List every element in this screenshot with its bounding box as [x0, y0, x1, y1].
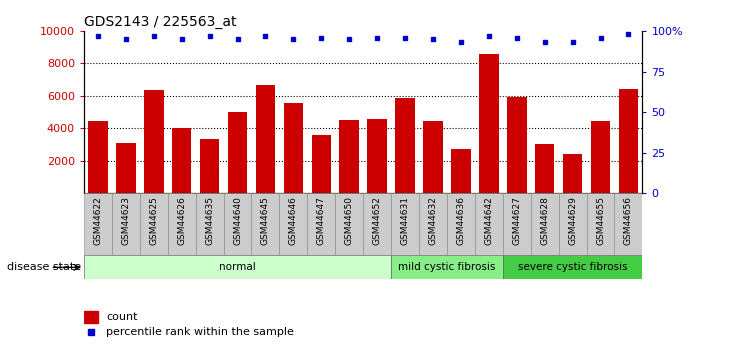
Bar: [251, 193, 280, 255]
Text: GSM44625: GSM44625: [149, 196, 158, 245]
Text: GSM44652: GSM44652: [372, 196, 382, 245]
Text: GSM44645: GSM44645: [261, 196, 270, 245]
Bar: [367, 119, 387, 193]
Bar: [144, 90, 164, 193]
Text: percentile rank within the sample: percentile rank within the sample: [107, 327, 294, 337]
Text: GSM44655: GSM44655: [596, 196, 605, 245]
Text: normal: normal: [219, 263, 256, 272]
Bar: [112, 193, 140, 255]
Bar: [339, 120, 359, 193]
Bar: [307, 193, 335, 255]
Text: GSM44623: GSM44623: [121, 196, 131, 245]
Bar: [196, 193, 223, 255]
Bar: [228, 112, 247, 193]
Bar: [200, 139, 220, 193]
Text: GSM44646: GSM44646: [289, 196, 298, 245]
Bar: [451, 149, 471, 193]
Bar: [139, 193, 168, 255]
Text: GSM44626: GSM44626: [177, 196, 186, 245]
Bar: [503, 193, 531, 255]
Text: disease state: disease state: [7, 263, 82, 272]
Bar: [312, 135, 331, 193]
Bar: [116, 143, 136, 193]
Bar: [503, 255, 642, 279]
Text: severe cystic fibrosis: severe cystic fibrosis: [518, 263, 627, 272]
Text: GSM44628: GSM44628: [540, 196, 549, 245]
Text: mild cystic fibrosis: mild cystic fibrosis: [399, 263, 496, 272]
Text: GSM44627: GSM44627: [512, 196, 521, 245]
Bar: [223, 193, 251, 255]
Bar: [391, 255, 503, 279]
Text: GSM44629: GSM44629: [568, 196, 577, 245]
Bar: [423, 121, 443, 193]
Text: GSM44635: GSM44635: [205, 196, 214, 245]
Text: GSM44642: GSM44642: [484, 196, 493, 245]
Bar: [535, 144, 555, 193]
Bar: [447, 193, 474, 255]
Bar: [587, 193, 615, 255]
Text: GSM44656: GSM44656: [624, 196, 633, 245]
Bar: [84, 310, 98, 323]
Bar: [283, 103, 303, 193]
Bar: [479, 54, 499, 193]
Text: GSM44640: GSM44640: [233, 196, 242, 245]
Bar: [558, 193, 587, 255]
Bar: [591, 121, 610, 193]
Bar: [84, 255, 391, 279]
Bar: [255, 85, 275, 193]
Text: GSM44631: GSM44631: [401, 196, 410, 245]
Bar: [364, 193, 391, 255]
Text: GDS2143 / 225563_at: GDS2143 / 225563_at: [84, 14, 237, 29]
Bar: [507, 97, 526, 193]
Bar: [615, 193, 642, 255]
Text: GSM44622: GSM44622: [93, 196, 102, 245]
Bar: [618, 89, 638, 193]
Text: GSM44650: GSM44650: [345, 196, 354, 245]
Bar: [391, 193, 419, 255]
Bar: [280, 193, 307, 255]
Bar: [88, 121, 108, 193]
Bar: [531, 193, 558, 255]
Bar: [395, 98, 415, 193]
Bar: [563, 154, 583, 193]
Bar: [84, 193, 112, 255]
Text: count: count: [107, 312, 138, 322]
Bar: [335, 193, 364, 255]
Text: GSM44632: GSM44632: [429, 196, 437, 245]
Bar: [419, 193, 447, 255]
Text: GSM44647: GSM44647: [317, 196, 326, 245]
Text: GSM44636: GSM44636: [456, 196, 466, 245]
Bar: [172, 128, 191, 193]
Bar: [474, 193, 503, 255]
Bar: [168, 193, 196, 255]
